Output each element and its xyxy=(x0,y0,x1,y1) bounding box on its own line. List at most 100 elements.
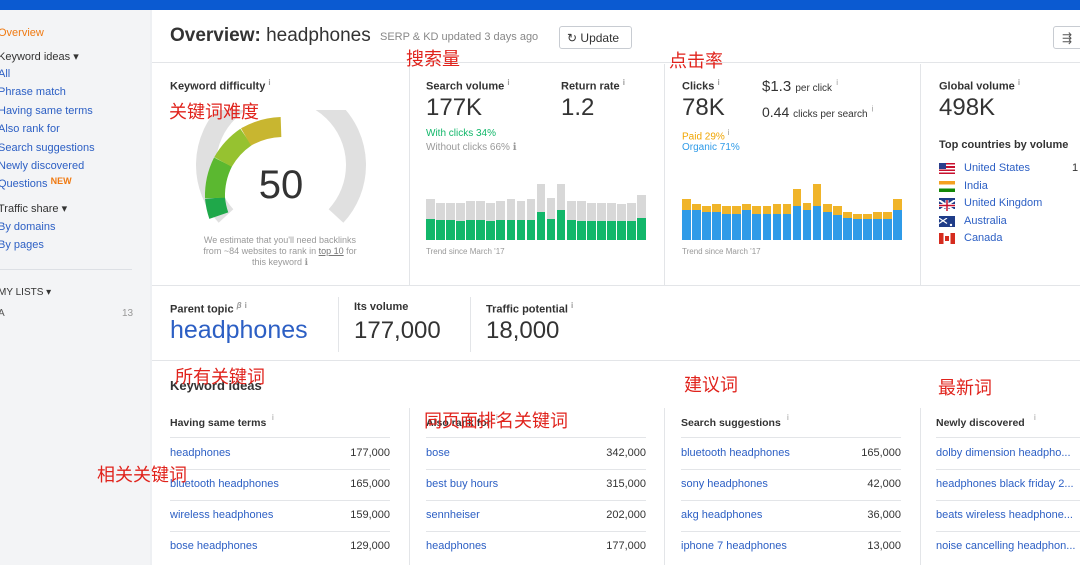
cpc: $1.3 per click i xyxy=(762,78,838,95)
search-volume-bar xyxy=(526,198,536,240)
export-icon[interactable]: ⇶ xyxy=(1053,26,1080,49)
column-header-also-rank-for: Also rank for xyxy=(426,417,491,429)
info-icon[interactable]: i xyxy=(507,78,510,87)
info-icon[interactable]: i xyxy=(727,128,730,137)
keyword-link[interactable]: headphones xyxy=(170,447,231,459)
info-icon[interactable]: i xyxy=(871,104,874,114)
search-volume-bar-segment xyxy=(566,219,576,240)
keyword-link[interactable]: headphones xyxy=(426,540,487,552)
sidebar-divider xyxy=(0,269,132,270)
info-icon[interactable]: i xyxy=(570,301,574,310)
clicks-bar-segment xyxy=(863,219,872,240)
info-icon[interactable]: i xyxy=(836,78,839,87)
info-icon[interactable]: ℹ xyxy=(304,257,308,267)
sidebar-section-my-lists[interactable]: MY LISTS ▾ xyxy=(0,287,52,298)
sidebar-section-traffic-share[interactable]: Traffic share ▾ xyxy=(0,203,68,215)
search-volume-label: Search volume i xyxy=(426,78,510,93)
clicks-bar-segment xyxy=(873,219,882,240)
row-divider xyxy=(426,531,646,532)
sidebar-list-item[interactable]: A xyxy=(0,308,5,319)
uk-flag-icon xyxy=(938,198,956,212)
keyword-link[interactable]: sennheiser xyxy=(426,509,480,521)
info-icon[interactable]: i xyxy=(622,78,625,87)
keyword-link[interactable]: sony headphones xyxy=(681,478,768,490)
kd-gauge-seg-4 xyxy=(241,117,282,146)
keyword-link[interactable]: headphones black friday 2... xyxy=(936,478,1074,490)
search-volume-bar-segment xyxy=(556,210,566,240)
info-icon[interactable]: i xyxy=(787,413,789,422)
kd-note-line2a: from ~84 websites to rank in xyxy=(203,246,319,256)
sidebar-section-keyword-ideas[interactable]: Keyword ideas ▾ xyxy=(0,51,79,63)
row-divider xyxy=(936,531,1080,532)
search-volume-label-text: Search volume xyxy=(426,80,505,93)
section-divider xyxy=(152,360,1080,361)
keyword-link[interactable]: bose headphones xyxy=(170,540,258,552)
info-icon[interactable]: i xyxy=(268,78,271,87)
country-united-states[interactable]: United States xyxy=(964,162,1031,174)
clicks-bar-segment xyxy=(682,210,691,240)
info-icon[interactable]: i xyxy=(717,78,720,87)
country-australia[interactable]: Australia xyxy=(964,215,1007,227)
info-icon[interactable]: i xyxy=(1034,413,1036,422)
keyword-link[interactable]: wireless headphones xyxy=(170,509,274,521)
parent-topic-link[interactable]: headphones xyxy=(170,316,308,344)
divider xyxy=(664,408,665,565)
info-icon[interactable]: i xyxy=(1017,78,1021,87)
keyword-link[interactable]: noise cancelling headphon... xyxy=(936,540,1076,552)
top10-link[interactable]: top 10 xyxy=(318,246,344,256)
country-india[interactable]: India xyxy=(964,180,988,192)
sidebar-item-search-suggestions[interactable]: Search suggestions xyxy=(0,142,95,154)
keyword-link[interactable]: iphone 7 headphones xyxy=(681,540,787,552)
country-canada[interactable]: Canada xyxy=(964,232,1003,244)
keyword-volume: 177,000 xyxy=(606,540,646,552)
country-united-kingdom[interactable]: United Kingdom xyxy=(964,197,1043,209)
kd-note-line3: this keyword ℹ xyxy=(170,257,390,268)
sidebar-item-phrase-match[interactable]: Phrase match xyxy=(0,86,66,98)
info-icon[interactable]: ℹ xyxy=(512,142,517,153)
keyword-volume: 177,000 xyxy=(350,447,390,459)
sidebar-item-by-pages[interactable]: By pages xyxy=(0,239,44,251)
divider xyxy=(338,297,339,352)
keyword-link[interactable]: best buy hours xyxy=(426,478,499,490)
sidebar-item-all[interactable]: All xyxy=(0,68,11,80)
sidebar-item-questions[interactable]: Questions NEW xyxy=(0,176,72,190)
keyword-link[interactable]: akg headphones xyxy=(681,509,763,521)
keyword-link[interactable]: bose xyxy=(426,447,450,459)
clicks-bar-segment xyxy=(692,210,701,240)
without-clicks: Without clicks 66% ℹ xyxy=(426,142,517,153)
row-divider xyxy=(426,500,646,501)
divider xyxy=(409,64,410,286)
keyword-link[interactable]: bluetooth headphones xyxy=(170,478,279,490)
main-panel: Overview: headphones SERP & KD updated 3… xyxy=(152,10,1080,565)
clicks-bar-segment xyxy=(802,210,812,240)
search-volume-bar-segment xyxy=(436,219,445,240)
info-icon[interactable]: i xyxy=(272,413,274,422)
sidebar-item-overview[interactable]: Overview xyxy=(0,27,44,39)
uk-flag-cross xyxy=(938,199,956,212)
global-volume-value: 498K xyxy=(939,94,996,121)
keyword-link[interactable]: beats wireless headphone... xyxy=(936,509,1073,521)
column-header-having-same-terms: Having same terms xyxy=(170,417,267,429)
sidebar-item-also-rank-for[interactable]: Also rank for xyxy=(0,123,60,135)
update-button[interactable]: ↻ Update xyxy=(559,26,632,49)
keyword-link[interactable]: dolby dimension headpho... xyxy=(936,447,1071,459)
search-volume-bar-segment xyxy=(516,219,526,240)
sidebar-item-by-domains[interactable]: By domains xyxy=(0,221,56,233)
sidebar-list-count: 13 xyxy=(122,308,134,319)
kd-note-line2: from ~84 websites to rank in top 10 for xyxy=(170,246,390,257)
search-volume-bar-segment xyxy=(426,219,435,240)
keyword-volume: 36,000 xyxy=(867,509,901,521)
cps: 0.44 clicks per search i xyxy=(762,104,873,120)
clicks-bar-segment xyxy=(732,213,741,240)
keyword-link[interactable]: bluetooth headphones xyxy=(681,447,790,459)
traffic-potential-value: 18,000 xyxy=(486,317,560,344)
info-icon[interactable]: i xyxy=(244,301,247,310)
sidebar-item-having-same-terms[interactable]: Having same terms xyxy=(0,105,93,117)
clicks-bar-segment xyxy=(822,211,832,240)
sidebar-item-newly-discovered[interactable]: Newly discovered xyxy=(0,160,85,172)
without-clicks-text: Without clicks 66% xyxy=(426,142,510,153)
row-divider xyxy=(170,531,390,532)
info-icon[interactable]: i xyxy=(496,413,498,422)
annotation-also-rank: 同页面排名关键词 xyxy=(424,411,568,432)
row-divider xyxy=(170,500,390,501)
